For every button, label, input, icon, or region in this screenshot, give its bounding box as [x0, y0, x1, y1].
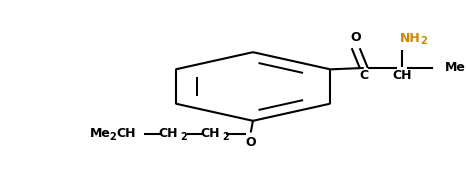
Text: O: O — [350, 31, 361, 44]
Text: 2: 2 — [222, 132, 229, 142]
Text: O: O — [245, 136, 256, 149]
Text: CH: CH — [116, 127, 135, 140]
Text: CH: CH — [158, 127, 178, 140]
Text: 2: 2 — [420, 36, 426, 46]
Text: NH: NH — [399, 32, 420, 45]
Text: Me: Me — [445, 61, 466, 74]
Text: CH: CH — [392, 69, 411, 82]
Text: 2: 2 — [109, 132, 116, 142]
Text: CH: CH — [201, 127, 220, 140]
Text: C: C — [359, 69, 368, 82]
Text: Me: Me — [90, 127, 111, 140]
Text: 2: 2 — [180, 132, 187, 142]
